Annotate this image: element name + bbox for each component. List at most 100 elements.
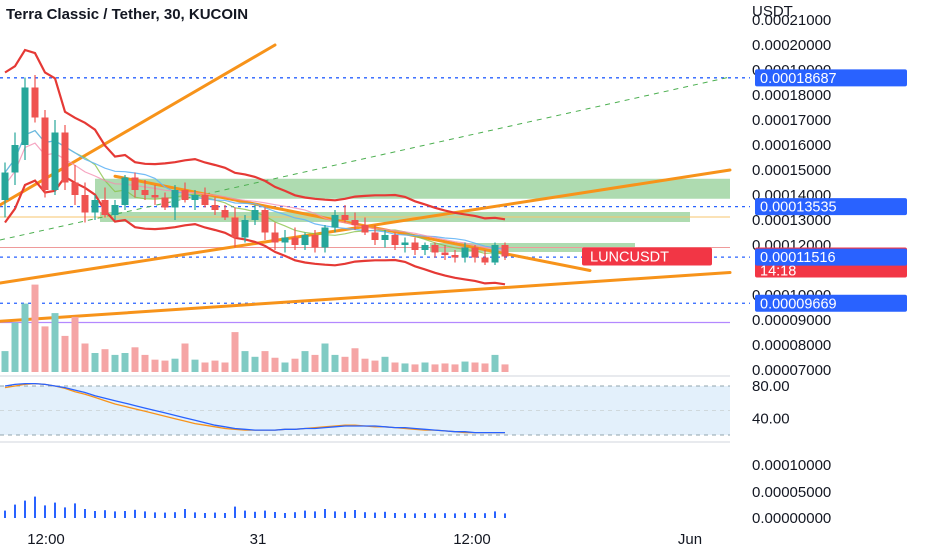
volume-bar [231, 332, 239, 372]
volume-bar [221, 362, 229, 372]
histogram-bar [134, 509, 136, 518]
price-tick-label: 0.00007000 [752, 362, 831, 379]
histogram-bar [494, 511, 496, 518]
candle-body [91, 200, 99, 213]
candle-body [431, 245, 439, 253]
histogram-bar [374, 512, 376, 518]
histogram-bar [364, 512, 366, 518]
stoch-layer [0, 382, 730, 436]
volume-bar [31, 284, 39, 372]
time-tick-label: 12:00 [453, 531, 491, 548]
volume-bar [281, 362, 289, 372]
volume-bar [121, 353, 129, 372]
candle-body [471, 247, 479, 258]
volume-bar [11, 322, 19, 372]
badge-layer: 0.000186870.000135350.0001154114:180.000… [582, 69, 907, 312]
volume-bar [41, 326, 49, 372]
volume-bar [491, 354, 499, 372]
candle-body [371, 232, 379, 240]
candle-body [351, 220, 359, 225]
time-tick-label: Jun [678, 531, 702, 548]
candle-body [111, 205, 119, 215]
candle-body [491, 245, 499, 263]
volume-bar [101, 349, 109, 372]
histogram-bar [234, 506, 236, 518]
candle-body [251, 210, 259, 220]
histogram-bar [404, 513, 406, 518]
candle-layer[interactable] [1, 75, 509, 265]
price-tick-label: 0.00015000 [752, 162, 831, 179]
histogram-bar [424, 513, 426, 518]
candle-body [291, 237, 299, 245]
axis-layer: 0.00007000 0.00008000 0.00009000 0.00010000… [27, 12, 831, 548]
volume-bar [181, 343, 189, 372]
band-upper [4, 48, 506, 221]
candle-body [341, 215, 349, 220]
stoch-band-fill [0, 386, 730, 435]
candle-body [401, 242, 409, 245]
histogram-bar [74, 503, 76, 518]
price-badge-label: 0.00009669 [760, 296, 837, 312]
volume-bar [271, 357, 279, 372]
volume-bar [341, 356, 349, 372]
candle-body [51, 132, 59, 190]
histogram-bar [484, 513, 486, 518]
candle-body [301, 235, 309, 245]
histogram-bar [294, 512, 296, 518]
candle-body [451, 255, 459, 258]
candle-body [201, 195, 209, 205]
histogram-bar [144, 511, 146, 518]
price-badge-label: 0.00013535 [760, 200, 837, 216]
volume-bar [71, 316, 79, 372]
volume-bar [211, 360, 219, 372]
candle-body [281, 237, 289, 243]
candle-body [481, 257, 489, 263]
price-tick-label: 0.00008000 [752, 337, 831, 354]
histogram-tick-label: 0.00000000 [752, 510, 831, 527]
volume-bar [471, 362, 479, 372]
volume-bar [81, 343, 89, 372]
histogram-bar [394, 513, 396, 518]
candle-body [461, 247, 469, 258]
candle-body [321, 227, 329, 248]
ma-line [4, 142, 506, 252]
candle-body [501, 245, 509, 257]
histogram-bar [304, 510, 306, 518]
currency-label: USDT [752, 3, 793, 20]
candle-body [21, 87, 29, 145]
candle-body [31, 87, 39, 118]
volume-bar [251, 356, 259, 372]
candle-body [381, 235, 389, 240]
histogram-bar [204, 513, 206, 518]
histogram-bar [444, 513, 446, 518]
volume-bar [321, 343, 329, 372]
volume-layer [1, 284, 509, 372]
volume-bar [351, 348, 359, 372]
histogram-bar [214, 512, 216, 518]
volume-bar [421, 362, 429, 372]
volume-bar [151, 359, 159, 372]
candle-body [261, 210, 269, 233]
candle-body [181, 190, 189, 200]
histogram-bar [324, 509, 326, 518]
candle-body [421, 245, 429, 250]
price-tick-label: 0.00016000 [752, 137, 831, 154]
candle-body [11, 145, 19, 173]
symbol-badge [582, 247, 712, 266]
volume-bar [91, 353, 99, 372]
histogram-bar [334, 511, 336, 518]
candle-body [231, 217, 239, 238]
histogram-bar [194, 512, 196, 518]
candle-body [1, 172, 9, 200]
grid-layer [0, 375, 730, 443]
candle-body [391, 235, 399, 245]
candle-body [221, 210, 229, 218]
histogram-bar [154, 512, 156, 518]
ma-line [4, 129, 506, 250]
candle-body [121, 177, 129, 205]
volume-bar [301, 351, 309, 372]
volume-bar [481, 363, 489, 372]
histogram-bar [94, 511, 96, 518]
histogram-bar [344, 511, 346, 518]
